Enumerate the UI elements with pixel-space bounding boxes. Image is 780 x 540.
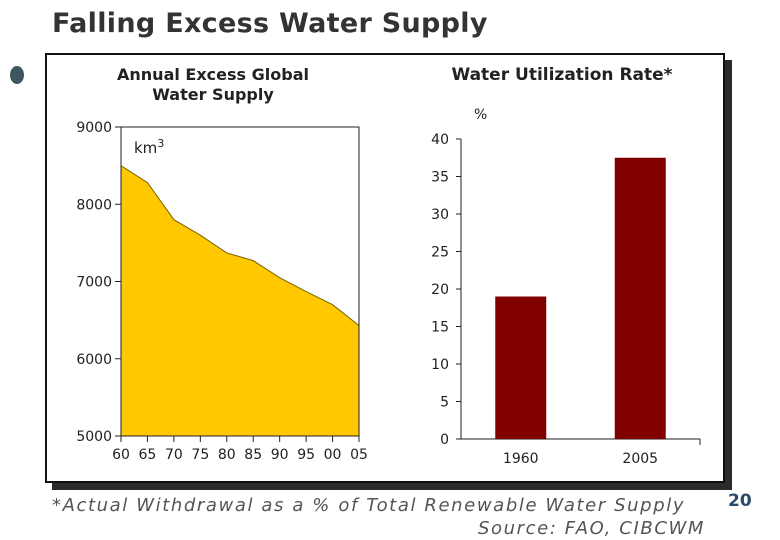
right-y-tick-label: 35 <box>431 170 449 186</box>
left-x-tick-label: 65 <box>139 447 157 463</box>
left-x-tick-label: 70 <box>165 447 183 463</box>
left-x-tick-label: 90 <box>271 447 289 463</box>
left-x-tick-label: 60 <box>112 447 130 463</box>
right-bar-chart: 0 5 10 15 20 25 30 35 40% 1960 2005 <box>431 107 701 467</box>
left-x-tick-label: 80 <box>218 447 236 463</box>
area-fill <box>121 165 359 436</box>
left-chart-title-line-2: Water Supply <box>152 85 274 104</box>
left-y-tick-label: 6000 <box>76 352 112 368</box>
right-x-tick-label: 2005 <box>622 451 658 467</box>
right-y-tick-label: 25 <box>431 245 449 261</box>
right-y-tick-label: 0 <box>440 432 449 448</box>
right-x-tick-label: 1960 <box>503 451 539 467</box>
left-chart-title-line-1: Annual Excess Global <box>117 65 309 84</box>
source-note: Source: FAO, CIBCWM <box>478 518 706 539</box>
left-area-chart: 5000 6000 7000 8000 9000 60 65 70 75 80 85 90 95 00 05… <box>76 120 368 463</box>
footnote: *Actual Withdrawal as a % of Total Renew… <box>52 495 686 516</box>
right-y-tick-label: 20 <box>431 282 449 298</box>
left-y-tick-label: 5000 <box>76 429 112 445</box>
left-x-tick-label: 05 <box>350 447 368 463</box>
right-y-tick-label: 10 <box>431 357 449 373</box>
page-number: 20 <box>728 491 752 511</box>
slide-title: Falling Excess Water Supply <box>52 8 488 39</box>
left-y-tick-label: 8000 <box>76 197 112 213</box>
left-x-tick-label: 95 <box>297 447 315 463</box>
left-y-tick-label: 7000 <box>76 275 112 291</box>
right-y-tick-label: 40 <box>431 132 449 148</box>
left-unit-label: km3 <box>134 137 164 157</box>
left-x-tick-label: 00 <box>324 447 342 463</box>
chart-frame: Annual Excess Global Water Supply Water … <box>45 53 725 483</box>
right-y-tick-label: 30 <box>431 207 449 223</box>
left-y-tick-label: 9000 <box>76 120 112 136</box>
right-y-tick-label: 5 <box>440 395 449 411</box>
right-chart-title: Water Utilization Rate* <box>451 65 672 85</box>
left-x-tick-label: 75 <box>191 447 209 463</box>
bar <box>614 157 666 439</box>
right-y-tick-label: 15 <box>431 320 449 336</box>
bar <box>495 296 547 439</box>
bullet-icon <box>10 66 24 84</box>
left-x-tick-label: 85 <box>244 447 262 463</box>
right-y-axis-label: % <box>474 107 487 123</box>
charts-canvas: Annual Excess Global Water Supply Water … <box>76 65 701 467</box>
area-outline <box>120 165 360 326</box>
